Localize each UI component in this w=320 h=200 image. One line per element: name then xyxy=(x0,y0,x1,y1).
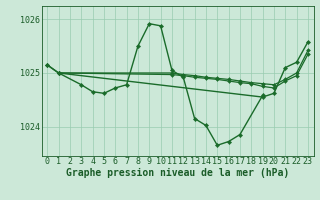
X-axis label: Graphe pression niveau de la mer (hPa): Graphe pression niveau de la mer (hPa) xyxy=(66,168,289,178)
